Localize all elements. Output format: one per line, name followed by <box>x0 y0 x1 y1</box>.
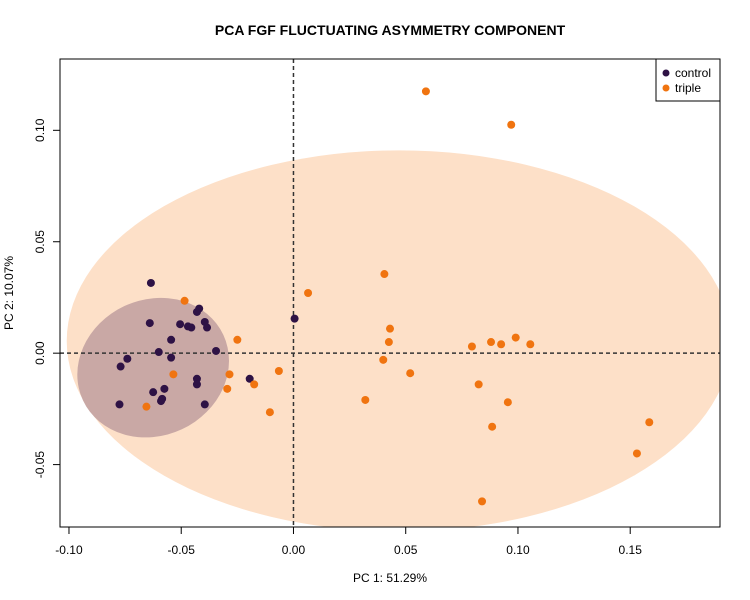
point-triple <box>511 333 520 342</box>
y-tick-label: 0.00 <box>33 341 47 365</box>
point-triple <box>487 338 496 347</box>
point-control <box>212 346 221 355</box>
data-points <box>115 87 654 506</box>
x-tick-label: 0.15 <box>619 543 643 557</box>
point-triple <box>380 270 389 279</box>
y-tick-label: 0.05 <box>33 230 47 254</box>
point-triple <box>632 449 641 458</box>
point-control <box>176 320 185 329</box>
x-tick-label: -0.05 <box>168 543 196 557</box>
point-triple <box>488 422 497 431</box>
reference-lines <box>60 59 720 527</box>
x-tick-label: 0.00 <box>282 543 306 557</box>
ellipse-control <box>77 297 230 438</box>
point-triple <box>180 296 189 305</box>
point-triple <box>497 340 506 349</box>
x-axis: -0.10 -0.05 0.00 0.05 0.10 0.15 <box>55 526 643 557</box>
point-control <box>192 374 201 383</box>
point-control <box>115 400 124 409</box>
point-control <box>187 323 196 332</box>
point-triple <box>379 355 388 364</box>
legend-label-triple: triple <box>675 81 701 95</box>
point-control <box>116 362 125 371</box>
point-control <box>145 319 154 328</box>
y-axis-label: PC 2: 10.07% <box>2 256 16 330</box>
point-triple <box>406 369 415 378</box>
point-control <box>123 354 132 363</box>
point-triple <box>503 398 512 407</box>
y-tick-label: 0.10 <box>33 118 47 142</box>
point-control <box>192 380 201 389</box>
point-control <box>195 304 204 313</box>
point-triple <box>386 324 394 333</box>
point-triple <box>169 370 178 379</box>
point-triple <box>361 395 370 404</box>
y-tick-label: -0.05 <box>33 451 47 479</box>
point-triple <box>223 384 232 393</box>
x-tick-label: -0.10 <box>55 543 83 557</box>
point-triple <box>478 497 487 506</box>
point-triple <box>467 342 476 351</box>
point-triple <box>265 408 274 417</box>
point-control <box>154 348 163 357</box>
point-control <box>203 323 212 332</box>
y-axis: -0.05 0.00 0.05 0.10 <box>33 118 61 479</box>
point-triple <box>474 380 483 389</box>
point-triple <box>233 335 242 344</box>
point-triple <box>142 402 151 411</box>
legend-box <box>655 58 721 102</box>
confidence-ellipses <box>66 150 720 527</box>
legend-marker-triple <box>662 84 670 92</box>
ellipse-triple <box>66 150 720 527</box>
point-control <box>290 314 299 323</box>
legend-marker-control <box>662 69 670 77</box>
chart-title: PCA FGF FLUCTUATING ASYMMETRY COMPONENT <box>215 22 566 38</box>
point-control <box>167 353 176 362</box>
point-control <box>245 374 254 383</box>
point-triple <box>421 87 430 96</box>
point-triple <box>526 340 535 349</box>
x-tick-label: 0.05 <box>394 543 418 557</box>
point-triple <box>274 367 283 375</box>
point-triple <box>250 380 259 389</box>
point-control <box>167 335 176 344</box>
point-triple <box>645 418 654 427</box>
point-control <box>149 388 158 397</box>
point-triple <box>304 289 313 297</box>
point-control <box>200 400 209 409</box>
legend-label-control: control <box>675 66 711 80</box>
point-triple <box>225 370 234 379</box>
point-triple <box>507 120 516 129</box>
point-control <box>146 278 155 287</box>
point-triple <box>384 338 393 347</box>
point-control <box>160 384 169 393</box>
x-axis-label: PC 1: 51.29% <box>353 571 427 585</box>
point-control <box>157 397 166 406</box>
x-tick-label: 0.10 <box>506 543 530 557</box>
